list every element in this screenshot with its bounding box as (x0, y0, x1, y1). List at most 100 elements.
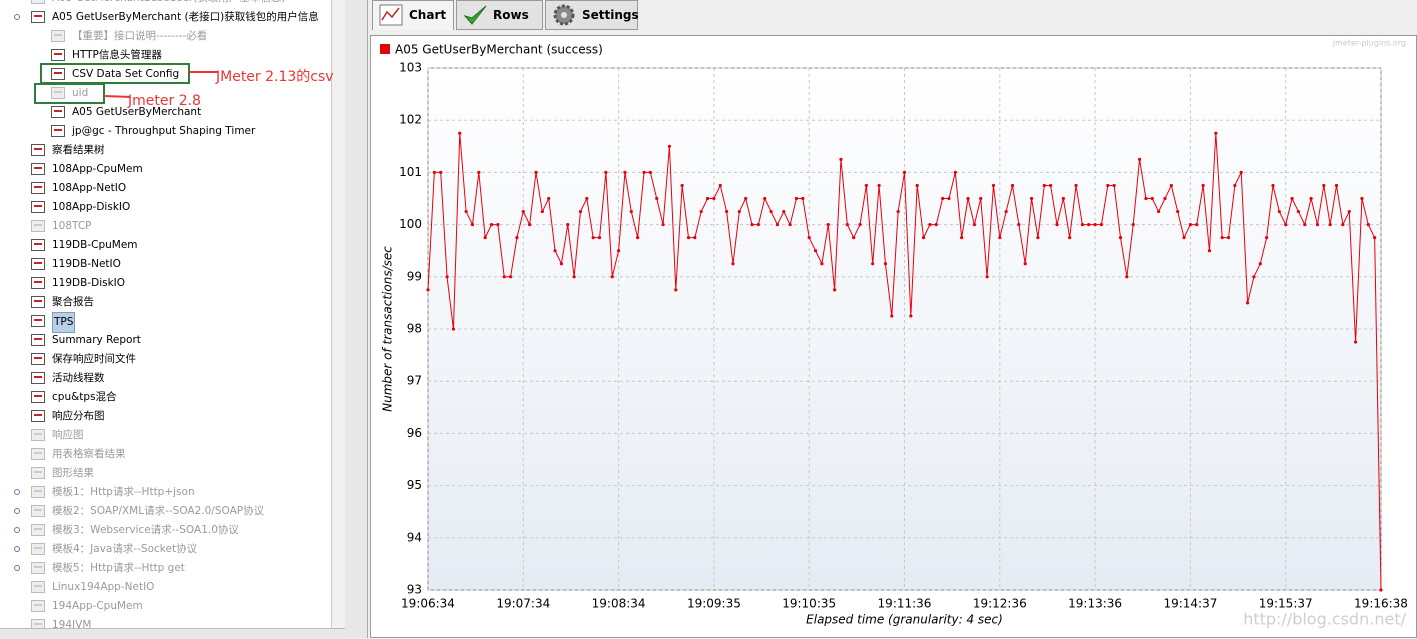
data-point (1055, 223, 1059, 227)
data-point (1226, 236, 1231, 240)
node-label: Linux194App-NetIO (52, 581, 155, 593)
data-point (1080, 223, 1084, 227)
expand-handle[interactable] (14, 565, 20, 571)
tree-node[interactable]: 察看结果树 (0, 141, 331, 160)
tree-node[interactable]: 保存响应时间文件 (0, 350, 331, 369)
data-point (1157, 209, 1161, 214)
data-point (426, 288, 430, 292)
data-point (667, 144, 672, 148)
tree-node[interactable]: CSV Data Set Config (0, 65, 331, 84)
data-point (483, 236, 487, 240)
tree-node[interactable]: 119DB-NetIO (0, 255, 331, 274)
tree-node[interactable]: 模板3：Webservice请求--SOA1.0协议 (0, 521, 331, 540)
expand-handle[interactable] (14, 527, 20, 533)
tree-node[interactable]: 194JVM (0, 616, 331, 628)
x-tick-label: 19:08:34 (592, 597, 646, 611)
expand-handle[interactable] (14, 546, 20, 552)
data-point (1182, 236, 1186, 240)
data-point (1334, 183, 1339, 188)
tree-node[interactable]: 响应图 (0, 426, 331, 445)
tree-node[interactable]: 108App-DiskIO (0, 198, 331, 217)
data-point (1309, 196, 1313, 201)
tree-node[interactable]: Linux194App-NetIO (0, 578, 331, 597)
node-label: 响应分布图 (52, 410, 105, 422)
data-point (947, 196, 951, 201)
watermark: jmeter-plugins.org (1332, 39, 1406, 48)
chart-icon (379, 4, 403, 26)
tree-node[interactable]: 108App-NetIO (0, 179, 331, 198)
data-point (864, 183, 868, 188)
tree-node[interactable]: cpu&tps混合 (0, 388, 331, 407)
tree-node[interactable]: TPS (0, 312, 331, 333)
tree-node[interactable]: 模板5：Http请求--Http get (0, 559, 331, 578)
splitter[interactable] (345, 0, 368, 638)
tree-node[interactable]: uid (0, 84, 331, 103)
data-point (1195, 223, 1199, 227)
data-point (972, 223, 976, 227)
node-icon (31, 163, 45, 175)
data-point (998, 236, 1002, 240)
tree-node[interactable]: 119DB-CpuMem (0, 236, 331, 255)
node-label: TPS (52, 312, 76, 333)
data-point (801, 196, 805, 201)
data-point (883, 262, 888, 266)
tab-chart[interactable]: Chart (372, 0, 454, 30)
expand-handle[interactable] (14, 489, 20, 495)
data-point (559, 262, 564, 266)
tree-node[interactable]: HTTP信息头管理器 (0, 46, 331, 65)
tree-node[interactable]: Summary Report (0, 331, 331, 350)
tree-node[interactable]: 模板4：Java请求--Socket协议 (0, 540, 331, 559)
tree-node[interactable]: 图形结果 (0, 464, 331, 483)
data-point (680, 183, 684, 188)
data-point (515, 236, 519, 240)
data-point (1341, 223, 1345, 227)
tree-node[interactable]: 模板1：Http请求--Http+json (0, 483, 331, 502)
tree-node[interactable]: 用表格察看结果 (0, 445, 331, 464)
expand-handle[interactable] (14, 14, 20, 20)
node-icon (31, 467, 45, 479)
data-point (1106, 183, 1110, 188)
data-point (712, 196, 716, 201)
data-point (1169, 183, 1173, 188)
data-point (1144, 196, 1148, 201)
tree-node[interactable]: 108App-CpuMem (0, 160, 331, 179)
tree-node[interactable]: 活动线程数 (0, 369, 331, 388)
tab-settings[interactable]: Settings (545, 0, 639, 30)
tree-node[interactable]: 响应分布图 (0, 407, 331, 426)
tree-node[interactable]: 194App-CpuMem (0, 597, 331, 616)
tab-rows[interactable]: Rows (456, 0, 543, 30)
tree-node[interactable]: 108TCP (0, 217, 331, 236)
y-tick-label: 100 (399, 217, 422, 231)
data-point (648, 170, 652, 174)
tree-node[interactable]: 119DB-DiskIO (0, 274, 331, 293)
data-point (985, 275, 989, 279)
data-point (445, 275, 449, 279)
node-label: A05 GetMerchantBaseUser(获取用户基本信息) (52, 0, 286, 8)
data-point (953, 170, 957, 174)
node-icon (31, 258, 45, 270)
node-label: A05 GetUserByMerchant (72, 106, 202, 118)
tab-label: Settings (582, 8, 639, 22)
y-tick-label: 93 (407, 583, 422, 597)
data-point (813, 249, 818, 253)
data-point (1131, 223, 1135, 227)
data-point (794, 196, 799, 201)
data-point (788, 223, 792, 227)
tree-node[interactable]: 【重要】接口说明--------必看 (0, 27, 331, 46)
node-icon (51, 30, 65, 42)
y-tick-label: 95 (407, 478, 422, 492)
expand-handle[interactable] (14, 508, 20, 514)
node-icon (31, 144, 45, 156)
y-tick-label: 94 (407, 530, 422, 544)
tree-node[interactable]: A05 GetUserByMerchant (0, 103, 331, 122)
x-tick-label: 19:12:36 (973, 597, 1027, 611)
tree-node[interactable]: 模板2：SOAP/XML请求--SOA2.0/SOAP协议 (0, 502, 331, 521)
data-point (439, 170, 443, 174)
tree-node[interactable]: 聚合报告 (0, 293, 331, 312)
node-label: 模板3：Webservice请求--SOA1.0协议 (52, 524, 239, 536)
tree-node[interactable]: jp@gc - Throughput Shaping Timer (0, 122, 331, 141)
data-point (629, 209, 633, 214)
data-point (591, 236, 595, 240)
tree-node[interactable]: A05 GetMerchantBaseUser(获取用户基本信息) (0, 0, 331, 8)
tree-node[interactable]: A05 GetUserByMerchant (老接口)获取钱包的用户信息 (0, 8, 331, 27)
